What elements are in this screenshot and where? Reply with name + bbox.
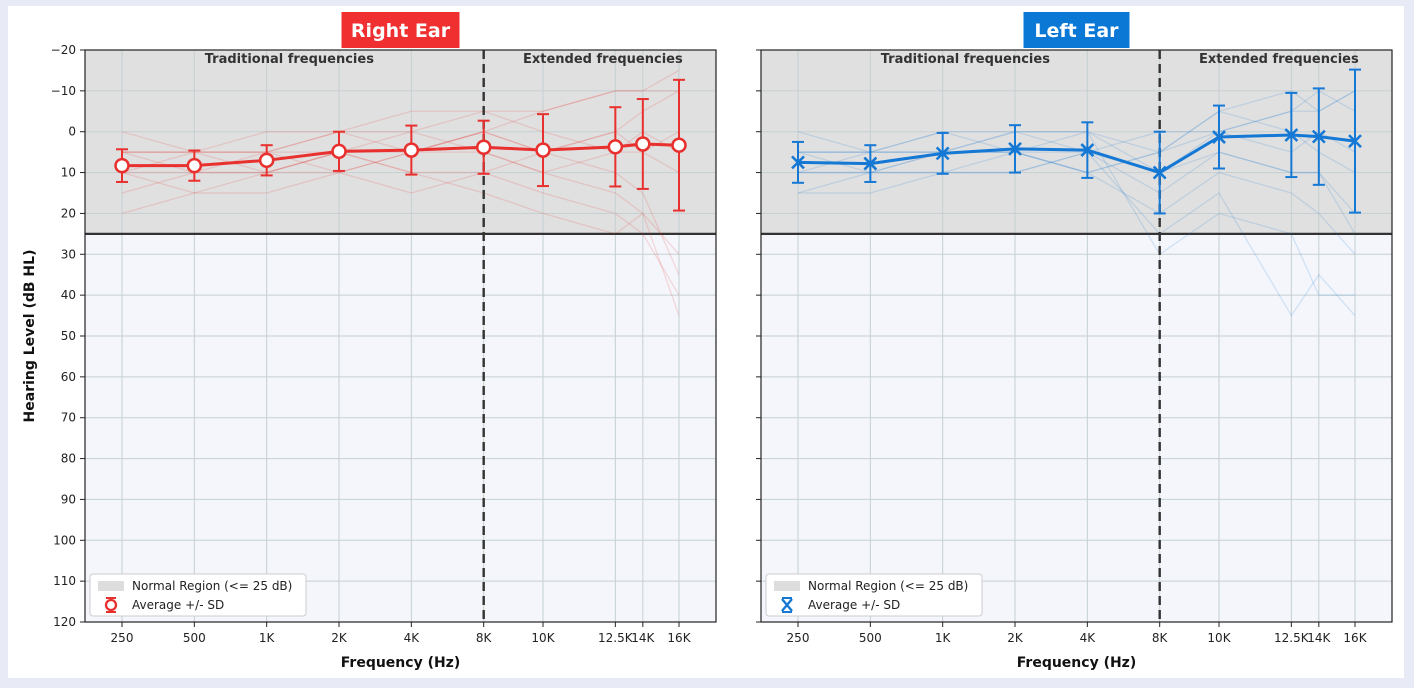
region-label-traditional: Traditional frequencies [881, 52, 1050, 67]
x-tick-label: 10K [1207, 631, 1231, 645]
mean-line [122, 142, 680, 168]
mean-marker [863, 156, 878, 171]
legend-patch-normal-region [98, 581, 124, 591]
x-tick-label: 8K [1152, 631, 1169, 645]
x-tick-label: 500 [859, 631, 882, 645]
x-tick-label: 2K [1007, 631, 1024, 645]
x-tick-label: 12.5K [1274, 631, 1310, 645]
x-axis-label: Frequency (Hz) [341, 655, 460, 671]
x-tick-label: 10K [531, 631, 555, 645]
left-ear-panel: Traditional frequencies Extended frequenc… [756, 12, 1393, 671]
x-tick-label: 1K [935, 631, 952, 645]
y-tick-label: 80 [61, 452, 76, 466]
individual-threshold-line [122, 90, 680, 174]
region-label-traditional: Traditional frequencies [205, 52, 374, 67]
mean-marker [475, 139, 492, 155]
individual-threshold-line [122, 131, 680, 174]
legend-label-average: Average +/- SD [132, 598, 224, 612]
x-tick-label: 1K [259, 631, 276, 645]
individual-threshold-line [798, 90, 1356, 174]
y-tick-label: 110 [53, 574, 76, 588]
mean-marker [791, 155, 805, 170]
y-axis-label: Hearing Level (dB HL) [22, 250, 38, 423]
legend-label-normal-region: Normal Region (<= 25 dB) [132, 579, 292, 593]
chart-title-badge [341, 12, 460, 48]
individual-threshold-line [121, 151, 680, 255]
mean-marker [1080, 143, 1095, 158]
x-tick-label: 4K [1080, 631, 1097, 645]
mean-marker [1311, 129, 1326, 144]
region-label-extended: Extended frequencies [1199, 52, 1359, 67]
audiogram-figure: Hearing Level (dB HL) Traditional freque… [8, 6, 1404, 678]
mean-marker [403, 142, 420, 158]
legend-marker-average [104, 598, 118, 612]
individual-threshold-line [798, 130, 1355, 296]
individual-threshold-line [121, 69, 680, 153]
region-label-extended: Extended frequencies [523, 52, 683, 67]
y-tick-label: 120 [53, 615, 76, 629]
legend-label-normal-region: Normal Region (<= 25 dB) [808, 579, 968, 593]
normal-region-band [85, 50, 716, 234]
mean-marker [114, 157, 130, 174]
y-tick-label: 90 [61, 492, 76, 506]
x-tick-label: 16K [667, 631, 691, 645]
x-tick-label: 2K [331, 631, 348, 645]
individual-threshold-line [121, 151, 680, 275]
x-axis-label: Frequency (Hz) [1017, 655, 1136, 671]
legend-box [765, 573, 983, 617]
legend-marker-average [781, 598, 793, 612]
x-tick-label: 4K [404, 631, 421, 645]
mean-marker [258, 152, 275, 169]
x-tick-label: 16K [1343, 631, 1367, 645]
mean-marker [671, 137, 687, 153]
mean-marker [1284, 128, 1299, 142]
y-tick-label: 40 [61, 288, 76, 302]
y-tick-label: 10 [61, 166, 76, 180]
individual-threshold-line [797, 151, 1356, 235]
y-tick-label: 70 [61, 411, 76, 425]
x-tick-label: 14K [1307, 631, 1331, 645]
mean-marker [607, 139, 624, 155]
x-tick-label: 8K [476, 631, 493, 645]
y-tick-label: 50 [61, 329, 76, 343]
x-tick-label: 12.5K [598, 631, 634, 645]
y-tick-label: 100 [53, 533, 76, 547]
audiogram-chart: Hearing Level (dB HL) Traditional freque… [22, 12, 1393, 671]
mean-marker [331, 143, 347, 160]
individual-threshold-line [798, 151, 1356, 255]
legend-patch-normal-region [774, 581, 800, 591]
mean-marker [535, 142, 551, 158]
mean-marker [186, 157, 203, 174]
normal-region-band [761, 50, 1392, 234]
individual-threshold-line [798, 90, 1356, 153]
chart-title: Left Ear [1034, 20, 1119, 42]
y-tick-label: 60 [61, 370, 76, 384]
chart-title: Right Ear [351, 20, 451, 42]
x-tick-label: 250 [787, 631, 810, 645]
x-tick-label: 14K [631, 631, 655, 645]
y-tick-label: 0 [68, 125, 76, 139]
individual-threshold-line [797, 131, 1356, 317]
legend-label-average: Average +/- SD [808, 598, 900, 612]
chart-title-badge [1023, 12, 1130, 48]
mean-marker [635, 136, 651, 152]
legend-box [89, 573, 307, 617]
y-tick-label: −20 [51, 43, 76, 57]
y-tick-label: 20 [61, 206, 76, 220]
mean-marker [1152, 165, 1167, 180]
mean-marker [935, 146, 950, 161]
right-ear-panel: Traditional frequencies Extended frequenc… [51, 12, 717, 671]
y-tick-label: 30 [61, 247, 76, 261]
mean-marker [1008, 141, 1022, 156]
individual-threshold-line [122, 131, 680, 174]
x-tick-label: 500 [183, 631, 206, 645]
mean-marker [1348, 134, 1362, 149]
individual-threshold-line [121, 151, 680, 316]
mean-marker [1212, 130, 1226, 144]
individual-threshold-line [122, 90, 679, 153]
y-tick-label: −10 [51, 84, 76, 98]
x-tick-label: 250 [111, 631, 134, 645]
mean-line [797, 133, 1356, 175]
individual-threshold-line [797, 90, 1356, 174]
